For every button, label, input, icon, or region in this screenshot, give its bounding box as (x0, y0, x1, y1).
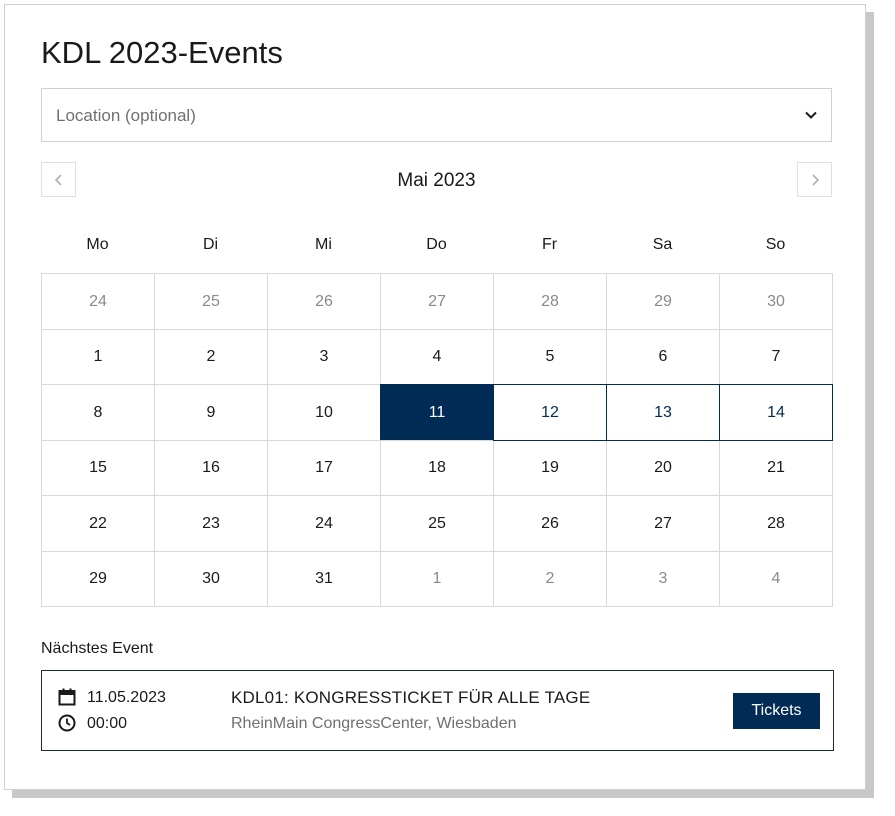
event-venue: RheinMain CongressCenter, Wiesbaden (231, 715, 517, 732)
calendar-day[interactable]: 10 (267, 384, 381, 441)
chevron-right-icon (812, 174, 820, 186)
weekday-label: Mi (315, 236, 332, 253)
weekday-header: Mo Di Mi Do Fr Sa So (41, 236, 834, 256)
calendar-day[interactable]: 25 (380, 495, 494, 552)
weekday-label: Sa (652, 236, 673, 253)
calendar-day[interactable]: 21 (719, 440, 833, 496)
calendar-day-event[interactable]: 13 (606, 384, 720, 441)
calendar-day[interactable]: 7 (719, 329, 833, 385)
calendar-day[interactable]: 28 (493, 273, 607, 330)
weekday-label: Mo (86, 236, 109, 253)
calendar-day[interactable]: 2 (154, 329, 268, 385)
events-widget: KDL 2023-Events Location (optional) Mai … (4, 4, 866, 790)
calendar-day[interactable]: 29 (606, 273, 720, 330)
calendar-day[interactable]: 5 (493, 329, 607, 385)
calendar-day[interactable]: 3 (606, 551, 720, 607)
calendar-day[interactable]: 28 (719, 495, 833, 552)
calendar-day[interactable]: 6 (606, 329, 720, 385)
calendar-day[interactable]: 30 (719, 273, 833, 330)
calendar-day[interactable]: 27 (606, 495, 720, 552)
calendar-day-event[interactable]: 12 (493, 384, 607, 441)
calendar-day[interactable]: 27 (380, 273, 494, 330)
calendar-day[interactable]: 18 (380, 440, 494, 496)
calendar-day[interactable]: 22 (41, 495, 155, 552)
month-label: Mai 2023 (397, 170, 476, 191)
calendar-day[interactable]: 29 (41, 551, 155, 607)
calendar-day[interactable]: 19 (493, 440, 607, 496)
next-event-heading: Nächstes Event (41, 640, 154, 657)
calendar-day[interactable]: 4 (380, 329, 494, 385)
calendar-day[interactable]: 15 (41, 440, 155, 496)
next-event-card: 11.05.2023 00:00 KDL01: KONGRESSTICKET F… (41, 670, 834, 751)
calendar-day[interactable]: 8 (41, 384, 155, 441)
next-month-button[interactable] (797, 162, 832, 197)
prev-month-button[interactable] (41, 162, 76, 197)
calendar-day[interactable]: 30 (154, 551, 268, 607)
weekday-label: Do (426, 236, 447, 253)
tickets-button[interactable]: Tickets (733, 693, 820, 729)
calendar-day[interactable]: 25 (154, 273, 268, 330)
calendar-day[interactable]: 17 (267, 440, 381, 496)
calendar-grid: 24 25 26 27 28 29 30 1 2 3 4 5 6 7 8 9 10 11 12 13 14 15 16 17 1… (41, 273, 834, 607)
calendar-day[interactable]: 23 (154, 495, 268, 552)
calendar-day[interactable]: 24 (267, 495, 381, 552)
calendar-day[interactable]: 26 (493, 495, 607, 552)
calendar-day[interactable]: 20 (606, 440, 720, 496)
calendar-day[interactable]: 26 (267, 273, 381, 330)
weekday-label: Fr (541, 236, 558, 253)
calendar-day-event[interactable]: 14 (719, 384, 833, 441)
event-title[interactable]: KDL01: KONGRESSTICKET FÜR ALLE TAGE (231, 688, 591, 707)
clock-icon (58, 714, 76, 732)
event-date: 11.05.2023 (87, 689, 166, 706)
calendar-day-selected[interactable]: 11 (380, 384, 494, 441)
calendar-day[interactable]: 1 (41, 329, 155, 385)
calendar-day[interactable]: 31 (267, 551, 381, 607)
chevron-left-icon (54, 174, 62, 186)
calendar-day[interactable]: 9 (154, 384, 268, 441)
location-select[interactable]: Location (optional) (41, 88, 832, 142)
location-select-placeholder: Location (optional) (56, 106, 196, 125)
weekday-label: Di (202, 236, 219, 253)
calendar-day[interactable]: 3 (267, 329, 381, 385)
calendar-day[interactable]: 1 (380, 551, 494, 607)
calendar-day[interactable]: 2 (493, 551, 607, 607)
calendar-day[interactable]: 24 (41, 273, 155, 330)
page-title: KDL 2023-Events (41, 35, 283, 70)
calendar-day[interactable]: 16 (154, 440, 268, 496)
calendar-icon (58, 688, 76, 706)
chevron-down-icon (805, 111, 817, 119)
weekday-label: So (765, 236, 786, 253)
event-time: 00:00 (87, 715, 128, 732)
calendar-day[interactable]: 4 (719, 551, 833, 607)
